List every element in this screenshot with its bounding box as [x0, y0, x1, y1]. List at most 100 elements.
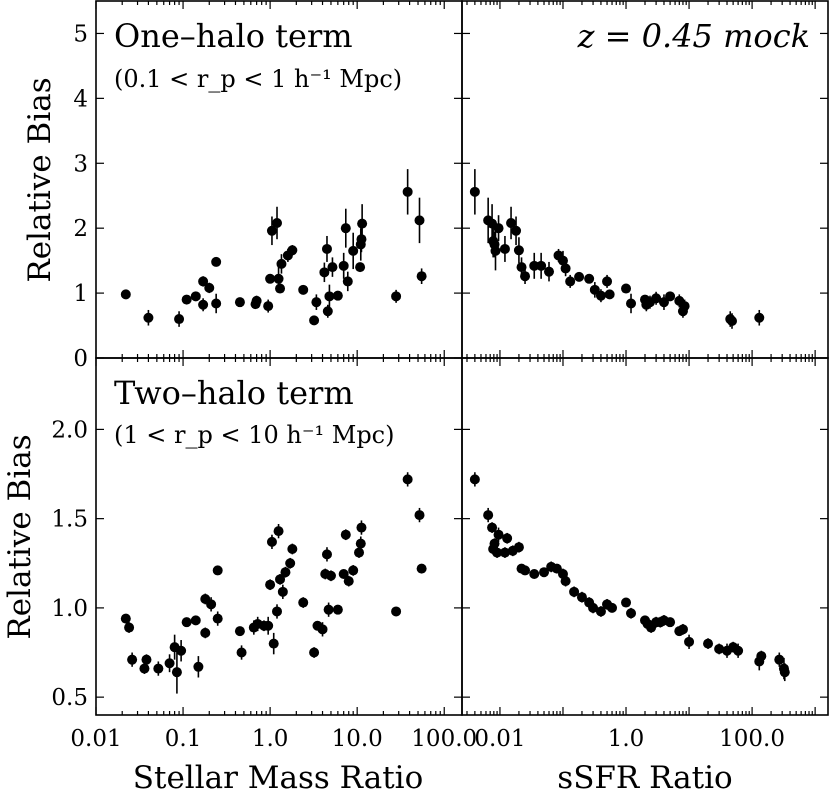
x-tick-label-bottom-left: 10.0 [332, 726, 383, 752]
point-top-left-31 [338, 260, 349, 271]
x-axis-label-right: sSFR Ratio [557, 760, 732, 796]
point-top-left-25 [319, 267, 330, 278]
point-top-left-15 [266, 225, 277, 236]
one-halo-subtitle: (0.1 < r_p < 1 h⁻¹ Mpc) [114, 65, 402, 93]
point-bottom-right-26 [621, 597, 632, 608]
point-top-left-39 [391, 291, 402, 302]
point-top-left-6 [198, 276, 209, 287]
point-bottom-left-4 [141, 654, 152, 665]
y-tick-label-bottom-left: 1.0 [51, 596, 88, 622]
point-bottom-left-8 [171, 667, 182, 678]
y-tick-label-bottom-left: 0.5 [51, 685, 88, 711]
point-bottom-left-37 [317, 624, 328, 635]
point-bottom-right-20 [576, 592, 587, 603]
point-bottom-right-37 [684, 636, 695, 647]
point-bottom-left-0 [120, 613, 131, 624]
point-bottom-right-10 [513, 542, 524, 553]
point-bottom-right-2 [487, 522, 498, 533]
point-top-right-21 [584, 273, 595, 284]
point-bottom-left-17 [212, 613, 223, 624]
point-bottom-left-33 [287, 543, 298, 554]
point-bottom-left-34 [298, 597, 309, 608]
point-bottom-left-51 [402, 474, 413, 485]
point-top-left-32 [340, 223, 351, 234]
point-top-left-2 [174, 314, 185, 325]
point-bottom-left-47 [354, 547, 365, 558]
point-top-left-40 [402, 186, 413, 197]
point-top-right-9 [511, 225, 522, 236]
point-top-right-14 [536, 260, 547, 271]
point-top-right-8 [506, 217, 517, 228]
y-tick-label-top-left: 2 [73, 216, 88, 242]
two-halo-subtitle: (1 < r_p < 10 h⁻¹ Mpc) [114, 421, 395, 449]
point-bottom-right-5 [492, 547, 503, 558]
point-bottom-left-44 [340, 529, 351, 540]
point-top-left-13 [263, 301, 274, 312]
point-bottom-right-4 [489, 538, 500, 549]
point-top-right-12 [520, 271, 531, 282]
point-bottom-left-46 [348, 565, 359, 576]
point-bottom-left-16 [212, 565, 223, 576]
point-bottom-left-50 [391, 606, 402, 617]
point-bottom-right-42 [733, 645, 744, 656]
point-bottom-left-9 [176, 645, 187, 656]
point-top-left-35 [355, 262, 366, 273]
point-top-left-34 [348, 245, 359, 256]
point-top-left-1 [143, 312, 154, 323]
point-top-left-8 [211, 256, 222, 267]
point-bottom-right-7 [499, 547, 510, 558]
point-top-right-0 [469, 186, 480, 197]
point-bottom-right-45 [774, 654, 785, 665]
point-top-left-19 [276, 258, 287, 269]
point-bottom-right-25 [607, 602, 618, 613]
point-bottom-right-34 [665, 617, 676, 628]
point-bottom-left-10 [181, 617, 192, 628]
point-top-right-6 [493, 223, 504, 234]
point-top-left-29 [327, 262, 338, 273]
point-bottom-right-38 [703, 638, 714, 649]
x-tick-label-bottom-right: 1.0 [608, 726, 645, 752]
point-top-left-3 [181, 294, 192, 305]
point-top-left-7 [204, 282, 215, 293]
point-bottom-left-30 [277, 586, 288, 597]
point-top-left-28 [324, 291, 335, 302]
point-top-left-23 [309, 315, 320, 326]
point-bottom-right-47 [779, 667, 790, 678]
point-top-left-21 [287, 245, 298, 256]
point-top-right-10 [513, 245, 524, 256]
point-bottom-left-18 [234, 626, 245, 637]
point-bottom-left-13 [200, 627, 211, 638]
point-top-left-9 [211, 298, 222, 309]
point-bottom-right-19 [569, 586, 580, 597]
point-top-left-16 [272, 217, 283, 228]
point-bottom-left-11 [190, 615, 201, 626]
point-top-left-42 [416, 271, 427, 282]
point-bottom-left-24 [265, 579, 276, 590]
point-bottom-left-19 [236, 647, 247, 658]
point-top-left-26 [321, 243, 332, 254]
point-bottom-left-5 [153, 663, 164, 674]
point-top-left-14 [265, 273, 276, 284]
point-top-right-39 [754, 312, 765, 323]
point-top-left-30 [332, 290, 343, 301]
point-top-right-19 [565, 276, 576, 287]
point-bottom-right-22 [588, 602, 599, 613]
point-top-left-24 [311, 297, 322, 308]
point-bottom-left-29 [275, 574, 286, 585]
point-top-right-13 [529, 260, 540, 271]
y-tick-label-top-left: 4 [73, 86, 88, 112]
y-tick-label-top-left: 0 [73, 346, 88, 372]
point-top-left-38 [357, 218, 368, 229]
y-tick-label-top-left: 1 [73, 281, 88, 307]
point-top-left-12 [251, 295, 262, 306]
point-bottom-left-12 [193, 661, 204, 672]
point-bottom-left-41 [325, 570, 336, 581]
point-top-left-33 [342, 276, 353, 287]
point-top-right-23 [595, 290, 606, 301]
two-halo-title: Two–halo term [114, 374, 354, 412]
point-bottom-right-44 [756, 651, 767, 662]
point-bottom-right-1 [483, 510, 494, 521]
point-top-right-25 [604, 289, 615, 300]
point-bottom-left-49 [356, 522, 367, 533]
